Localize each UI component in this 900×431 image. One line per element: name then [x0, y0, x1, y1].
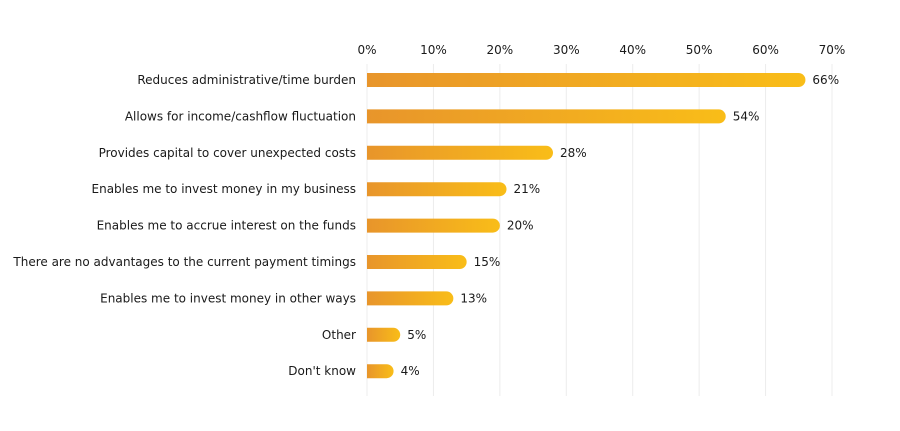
data-label: 54%	[733, 109, 760, 123]
x-tick-label: 60%	[752, 43, 779, 57]
bar-row: Allows for income/cashflow fluctuation 54…	[125, 109, 760, 124]
data-label: 20%	[507, 219, 534, 233]
bar	[367, 73, 806, 87]
data-label: 5%	[407, 328, 426, 342]
category-label: Allows for income/cashflow fluctuation	[125, 109, 356, 123]
data-label: 21%	[514, 182, 541, 196]
category-label: Enables me to invest money in other ways	[100, 291, 356, 305]
bar-row: Enables me to invest money in my busines…	[92, 182, 541, 197]
category-label: There are no advantages to the current p…	[12, 255, 356, 269]
x-tick-label: 40%	[619, 43, 646, 57]
data-label: 66%	[812, 73, 839, 87]
bar	[367, 182, 507, 197]
bar-row: Other 5%	[322, 327, 426, 342]
data-label: 4%	[401, 364, 420, 378]
bar	[367, 218, 500, 233]
bar-row: Enables me to invest money in other ways…	[100, 291, 487, 306]
x-tick-label: 20%	[487, 43, 514, 57]
bar	[367, 145, 553, 160]
category-label: Enables me to invest money in my busines…	[92, 182, 356, 196]
bar-row: Reduces administrative/time burden 66%	[137, 73, 839, 87]
bar-row: There are no advantages to the current p…	[12, 255, 500, 269]
data-label: 15%	[474, 255, 501, 269]
bar-row: Provides capital to cover unexpected cos…	[99, 145, 587, 160]
data-label: 28%	[560, 146, 587, 160]
x-tick-label: 70%	[819, 43, 846, 57]
category-label: Enables me to accrue interest on the fun…	[97, 219, 356, 233]
category-label: Reduces administrative/time burden	[137, 73, 356, 87]
x-tick-label: 0%	[357, 43, 376, 57]
bar	[367, 255, 467, 269]
category-label: Other	[322, 328, 356, 342]
x-tick-label: 30%	[553, 43, 580, 57]
x-tick-label: 10%	[420, 43, 447, 57]
bar	[367, 364, 394, 379]
x-tick-label: 50%	[686, 43, 713, 57]
category-label: Don't know	[288, 364, 356, 378]
data-label: 13%	[460, 291, 487, 305]
bar	[367, 291, 454, 306]
bar-row: Enables me to accrue interest on the fun…	[97, 218, 534, 233]
category-label: Provides capital to cover unexpected cos…	[99, 146, 356, 160]
bar	[367, 109, 726, 124]
bar-row: Don't know 4%	[288, 364, 420, 379]
bar	[367, 327, 401, 342]
